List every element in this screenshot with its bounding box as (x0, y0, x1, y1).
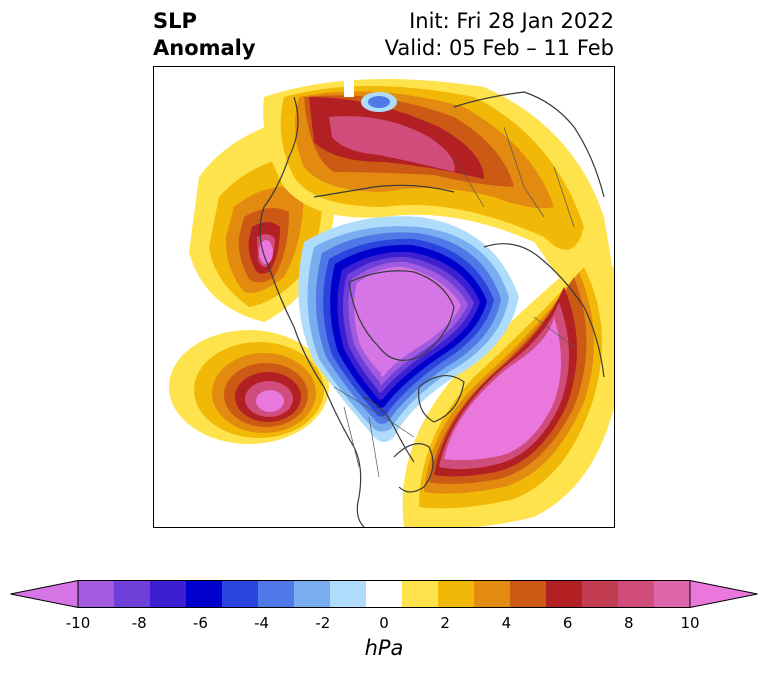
colorbar-segment (330, 580, 367, 608)
colorbar-segment (366, 580, 403, 608)
variable-title-line1: SLP (153, 9, 197, 33)
colorbar-segment (654, 580, 691, 608)
map-canvas (169, 67, 614, 527)
colorbar-segment (114, 580, 151, 608)
colorbar-segment (402, 580, 439, 608)
colorbar-tick-label: 4 (501, 614, 512, 632)
date-title: Init: Fri 28 Jan 2022 Valid: 05 Feb – 11… (385, 8, 614, 62)
colorbar-segment (474, 580, 511, 608)
colorbar-extend-low (10, 580, 79, 608)
colorbar-segment (78, 580, 115, 608)
init-date: Init: Fri 28 Jan 2022 (409, 9, 614, 33)
colorbar-tick-label: -10 (65, 614, 91, 632)
colorbar-segment (582, 580, 619, 608)
colorbar-tick-label: 10 (680, 614, 700, 632)
colorbar-tick-label: 0 (379, 614, 389, 632)
negative-anomaly-arctic (298, 216, 519, 442)
negative-anomaly-small (344, 67, 397, 112)
colorbar-tick-label: -2 (315, 614, 331, 632)
colorbar-tick-label: -8 (131, 614, 147, 632)
colorbar-segment (222, 580, 259, 608)
colorbar (10, 580, 758, 608)
country-borders (333, 126, 575, 478)
colorbar-tick-label: -4 (254, 614, 270, 632)
positive-anomaly-eurasia (263, 79, 614, 367)
positive-anomaly-atlantic (402, 257, 614, 527)
colorbar-tick-label: 2 (440, 614, 450, 632)
colorbar-tick-label: 8 (624, 614, 634, 632)
colorbar-segments (78, 580, 691, 608)
colorbar-segment (438, 580, 475, 608)
positive-anomaly-pacific (169, 330, 329, 444)
colorbar-segment (150, 580, 187, 608)
variable-title-line2: Anomaly (153, 36, 256, 60)
coastlines (259, 91, 605, 527)
colorbar-units: hPa (364, 636, 404, 660)
colorbar-tick-label: -6 (192, 614, 208, 632)
colorbar-segment (186, 580, 223, 608)
colorbar-tick-label: 6 (562, 614, 573, 632)
colorbar-segment (258, 580, 295, 608)
anomaly-map (153, 66, 615, 528)
colorbar-segment (618, 580, 655, 608)
colorbar-extend-high (689, 580, 758, 608)
valid-range: Valid: 05 Feb – 11 Feb (384, 36, 614, 60)
colorbar-segment (294, 580, 331, 608)
variable-title: SLP Anomaly (153, 8, 256, 62)
colorbar-outline (77, 580, 691, 608)
colorbar-segment (546, 580, 583, 608)
colorbar-segment (510, 580, 547, 608)
